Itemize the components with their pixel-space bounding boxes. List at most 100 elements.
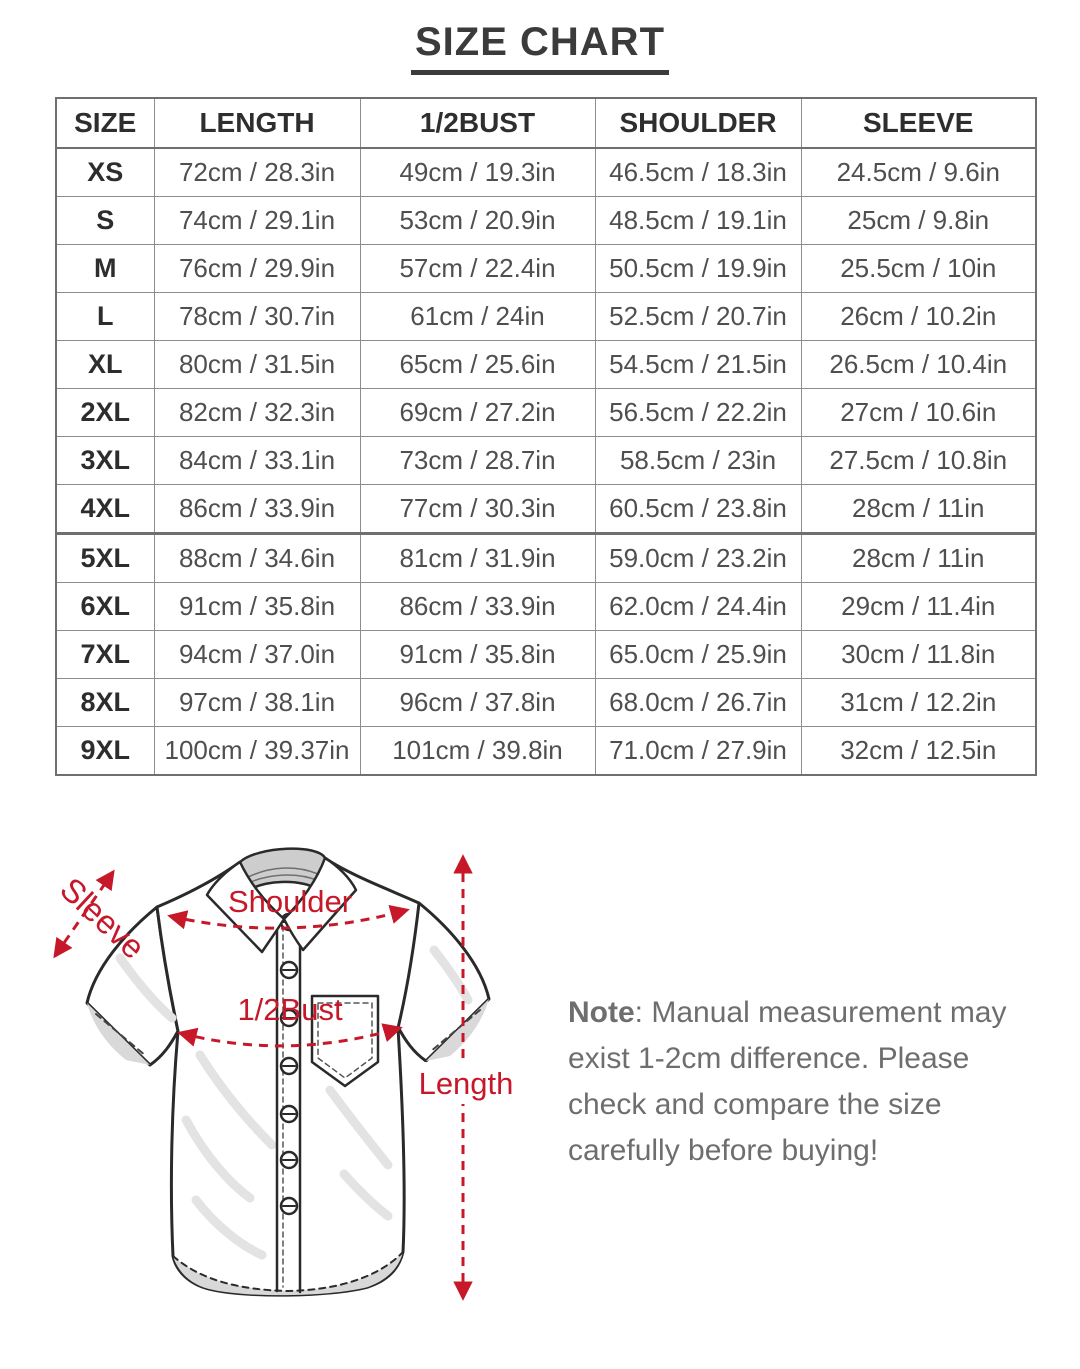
table-header-row: SIZE LENGTH 1/2BUST SHOULDER SLEEVE <box>55 97 1037 149</box>
bust-measure-line <box>177 1023 403 1048</box>
sleeve-cell: 30cm / 11.8in <box>800 630 1037 679</box>
shoulder-cell: 58.5cm / 23in <box>594 436 802 485</box>
shoulder-cell: 60.5cm / 23.8in <box>594 484 802 534</box>
shoulder-cell: 50.5cm / 19.9in <box>594 244 802 293</box>
title-area: SIZE CHART <box>0 20 1080 75</box>
halfbust-cell: 96cm / 37.8in <box>359 678 596 727</box>
size-cell: M <box>55 244 155 293</box>
length-label-mask <box>421 1062 511 1104</box>
bust-label: 1/2Bust <box>237 992 343 1027</box>
table-row: 2XL 82cm / 32.3in 69cm / 27.2in 56.5cm /… <box>55 388 1037 437</box>
size-cell: 5XL <box>55 532 155 583</box>
halfbust-cell: 61cm / 24in <box>359 292 596 341</box>
shirt-diagram: Sleeve Shoulder 1/2Bust Length <box>53 847 514 1301</box>
size-cell: 3XL <box>55 436 155 485</box>
shoulder-label: Shoulder <box>228 884 352 919</box>
table-row: 3XL 84cm / 33.1in 73cm / 28.7in 58.5cm /… <box>55 436 1037 485</box>
table-row: L 78cm / 30.7in 61cm / 24in 52.5cm / 20.… <box>55 292 1037 341</box>
left-cuff-shade <box>87 1003 150 1065</box>
shoulder-cell: 54.5cm / 21.5in <box>594 340 802 389</box>
sleeve-cell: 27.5cm / 10.8in <box>800 436 1037 485</box>
length-cell: 100cm / 39.37in <box>153 726 361 776</box>
sleeve-cell: 25.5cm / 10in <box>800 244 1037 293</box>
table-row: XL 80cm / 31.5in 65cm / 25.6in 54.5cm / … <box>55 340 1037 389</box>
halfbust-cell: 86cm / 33.9in <box>359 582 596 631</box>
table-row: 7XL 94cm / 37.0in 91cm / 35.8in 65.0cm /… <box>55 630 1037 679</box>
length-cell: 80cm / 31.5in <box>153 340 361 389</box>
sleeve-cell: 24.5cm / 9.6in <box>800 147 1037 197</box>
size-cell: 8XL <box>55 678 155 727</box>
sleeve-cell: 27cm / 10.6in <box>800 388 1037 437</box>
length-cell: 72cm / 28.3in <box>153 147 361 197</box>
hem-stitch <box>172 1251 404 1292</box>
shoulder-cell: 46.5cm / 18.3in <box>594 147 802 197</box>
table-row: XS 72cm / 28.3in 49cm / 19.3in 46.5cm / … <box>55 147 1037 197</box>
column-header-shoulder: SHOULDER <box>594 97 802 149</box>
column-header-halfbust: 1/2BUST <box>359 97 596 149</box>
sleeve-cell: 25cm / 9.8in <box>800 196 1037 245</box>
shoulder-cell: 62.0cm / 24.4in <box>594 582 802 631</box>
sleeve-cell: 31cm / 12.2in <box>800 678 1037 727</box>
shoulder-cell: 48.5cm / 19.1in <box>594 196 802 245</box>
size-cell: S <box>55 196 155 245</box>
shoulder-measure-line <box>167 904 410 930</box>
length-cell: 86cm / 33.9in <box>153 484 361 534</box>
size-cell: XL <box>55 340 155 389</box>
halfbust-cell: 81cm / 31.9in <box>359 532 596 583</box>
length-cell: 97cm / 38.1in <box>153 678 361 727</box>
length-cell: 91cm / 35.8in <box>153 582 361 631</box>
size-cell: 7XL <box>55 630 155 679</box>
size-cell: 6XL <box>55 582 155 631</box>
length-cell: 78cm / 30.7in <box>153 292 361 341</box>
length-cell: 76cm / 29.9in <box>153 244 361 293</box>
sleeve-cell: 28cm / 11in <box>800 532 1037 583</box>
note-body: : Manual measurement may exist 1-2cm dif… <box>568 996 1007 1167</box>
halfbust-cell: 91cm / 35.8in <box>359 630 596 679</box>
halfbust-cell: 65cm / 25.6in <box>359 340 596 389</box>
table-row: 4XL 86cm / 33.9in 77cm / 30.3in 60.5cm /… <box>55 484 1037 534</box>
sleeve-cell: 32cm / 12.5in <box>800 726 1037 776</box>
length-label: Length <box>419 1066 514 1101</box>
column-header-length: LENGTH <box>153 97 361 149</box>
sleeve-cell: 29cm / 11.4in <box>800 582 1037 631</box>
shoulder-cell: 59.0cm / 23.2in <box>594 532 802 583</box>
column-header-sleeve: SLEEVE <box>800 97 1037 149</box>
size-cell: 4XL <box>55 484 155 534</box>
size-table: SIZE LENGTH 1/2BUST SHOULDER SLEEVE XS 7… <box>55 97 1037 776</box>
chest-pocket-stitch <box>317 1002 373 1079</box>
halfbust-cell: 77cm / 30.3in <box>359 484 596 534</box>
note-label: Note <box>568 996 635 1029</box>
table-row: M 76cm / 29.9in 57cm / 22.4in 50.5cm / 1… <box>55 244 1037 293</box>
size-cell: L <box>55 292 155 341</box>
sleeve-measure-arrow <box>53 869 115 959</box>
halfbust-cell: 57cm / 22.4in <box>359 244 596 293</box>
left-cuff-stitch <box>95 1013 147 1057</box>
sleeve-cell: 26.5cm / 10.4in <box>800 340 1037 389</box>
shoulder-cell: 52.5cm / 20.7in <box>594 292 802 341</box>
halfbust-cell: 73cm / 28.7in <box>359 436 596 485</box>
halfbust-cell: 69cm / 27.2in <box>359 388 596 437</box>
halfbust-cell: 101cm / 39.8in <box>359 726 596 776</box>
halfbust-cell: 49cm / 19.3in <box>359 147 596 197</box>
note-text: Note: Manual measurement may exist 1-2cm… <box>568 990 1038 1174</box>
size-cell: 9XL <box>55 726 155 776</box>
shoulder-cell: 68.0cm / 26.7in <box>594 678 802 727</box>
shoulder-cell: 65.0cm / 25.9in <box>594 630 802 679</box>
table-row: 8XL 97cm / 38.1in 96cm / 37.8in 68.0cm /… <box>55 678 1037 727</box>
size-cell: XS <box>55 147 155 197</box>
length-cell: 84cm / 33.1in <box>153 436 361 485</box>
size-cell: 2XL <box>55 388 155 437</box>
length-cell: 74cm / 29.1in <box>153 196 361 245</box>
halfbust-cell: 53cm / 20.9in <box>359 196 596 245</box>
sleeve-cell: 26cm / 10.2in <box>800 292 1037 341</box>
table-row: 5XL 88cm / 34.6in 81cm / 31.9in 59.0cm /… <box>55 532 1037 583</box>
page-title: SIZE CHART <box>411 20 669 75</box>
length-cell: 94cm / 37.0in <box>153 630 361 679</box>
button-placket <box>275 918 302 1294</box>
length-cell: 82cm / 32.3in <box>153 388 361 437</box>
sleeve-cell: 28cm / 11in <box>800 484 1037 534</box>
table-row: 9XL 100cm / 39.37in 101cm / 39.8in 71.0c… <box>55 726 1037 776</box>
column-header-size: SIZE <box>55 97 155 149</box>
table-row: 6XL 91cm / 35.8in 86cm / 33.9in 62.0cm /… <box>55 582 1037 631</box>
